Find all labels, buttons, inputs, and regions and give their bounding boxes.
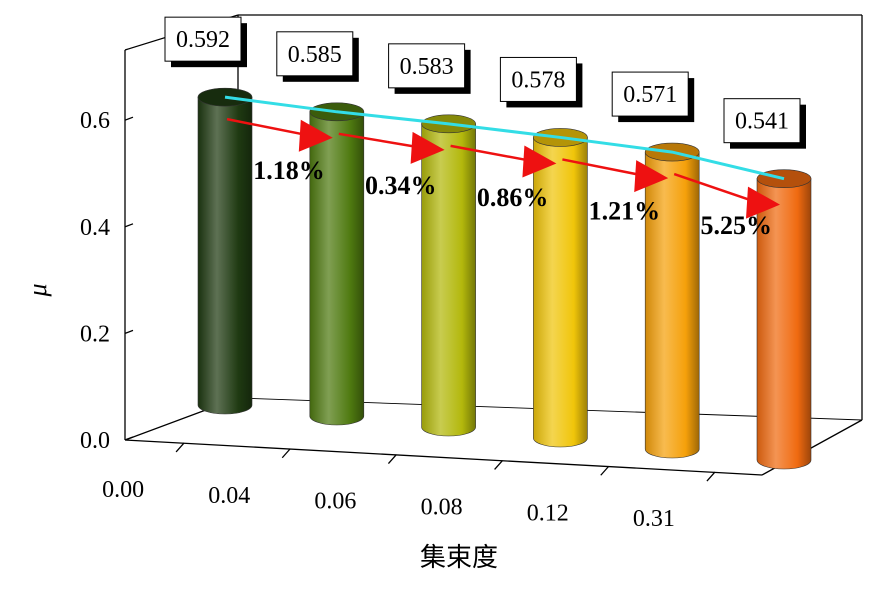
arrow-head [522, 145, 557, 178]
value-label: 0.592 [176, 27, 230, 53]
arrow-shaft [450, 144, 535, 163]
decrease-label: 5.25% [700, 211, 772, 240]
decrease-label: 0.34% [365, 171, 437, 200]
x-tick-label: 0.00 [102, 477, 144, 503]
value-label: 0.541 [735, 109, 789, 135]
arrow-head [746, 186, 780, 219]
bar-body [309, 111, 365, 426]
x-tick-mark [494, 459, 504, 470]
arrow-shaft [562, 158, 647, 178]
value-label-box [499, 56, 577, 102]
x-tick-label: 0.31 [633, 506, 675, 532]
bar-body [197, 96, 253, 415]
bar [421, 114, 476, 437]
value-label: 0.583 [400, 54, 454, 80]
decrease-label: 1.21% [589, 196, 661, 225]
y-tick-label: 0.6 [80, 108, 110, 134]
value-label-box [388, 43, 466, 89]
y-tick-mark [124, 223, 134, 228]
y-tick-mark [124, 436, 134, 441]
value-label-box [164, 16, 242, 62]
bar-body [533, 137, 588, 448]
y-tick-label: 0.4 [80, 215, 110, 241]
y-tick-label: 0.2 [80, 321, 110, 347]
value-label-box [723, 98, 801, 144]
bar-body [756, 178, 812, 470]
y-tick-mark [124, 329, 134, 335]
bars [197, 87, 812, 470]
x-tick-label: 0.04 [208, 483, 250, 509]
x-tick-mark [281, 448, 291, 459]
decrease-label: 1.18% [253, 156, 325, 185]
x-tick-label: 0.12 [527, 500, 569, 526]
x-tick-mark [387, 454, 397, 465]
annotations: 0.592 0.585 0.583 0.578 0.571 0.541 1.18% 0.34%… [164, 16, 806, 240]
x-axis: 0.00 0.04 0.06 0.08 0.12 0.31 [102, 442, 716, 532]
decrease-arrow [562, 158, 669, 193]
value-label: 0.571 [623, 82, 677, 108]
bar-body [421, 123, 476, 437]
bar [309, 102, 365, 426]
value-label: 0.585 [288, 42, 342, 68]
decrease-arrow [450, 144, 557, 178]
decrease-arrow [338, 131, 445, 164]
trend-line [224, 95, 785, 181]
x-tick-mark [175, 442, 185, 453]
bar-body [644, 151, 700, 459]
y-tick-label: 0.0 [80, 428, 110, 454]
arrow-shaft [226, 117, 312, 138]
x-tick-mark [706, 471, 716, 482]
value-label-box [276, 31, 354, 77]
bar [533, 128, 588, 448]
arrow-head [634, 160, 669, 193]
decrease-arrow [673, 172, 780, 219]
arrow-head [410, 131, 445, 164]
x-tick-label: 0.08 [421, 494, 463, 520]
y-axis: 0.0 0.2 0.4 0.6 [80, 108, 134, 454]
x-tick-mark [600, 465, 610, 476]
y-tick-mark [124, 116, 134, 121]
bar [197, 87, 253, 415]
decrease-label: 0.86% [477, 183, 549, 212]
bar [644, 142, 700, 459]
decrease-arrow [226, 117, 333, 152]
arrow-shaft [338, 132, 423, 150]
floor-front-edge [124, 439, 763, 476]
x-axis-title: 集束度 [420, 543, 498, 572]
value-label: 0.578 [511, 67, 565, 93]
value-label-box [611, 71, 689, 117]
x-tick-label: 0.06 [314, 489, 356, 515]
arrow-shaft [673, 172, 759, 204]
y-axis-title: μ [23, 283, 52, 297]
arrow-head [298, 119, 333, 152]
